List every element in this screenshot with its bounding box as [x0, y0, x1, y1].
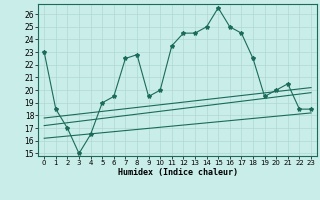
- X-axis label: Humidex (Indice chaleur): Humidex (Indice chaleur): [118, 168, 238, 177]
